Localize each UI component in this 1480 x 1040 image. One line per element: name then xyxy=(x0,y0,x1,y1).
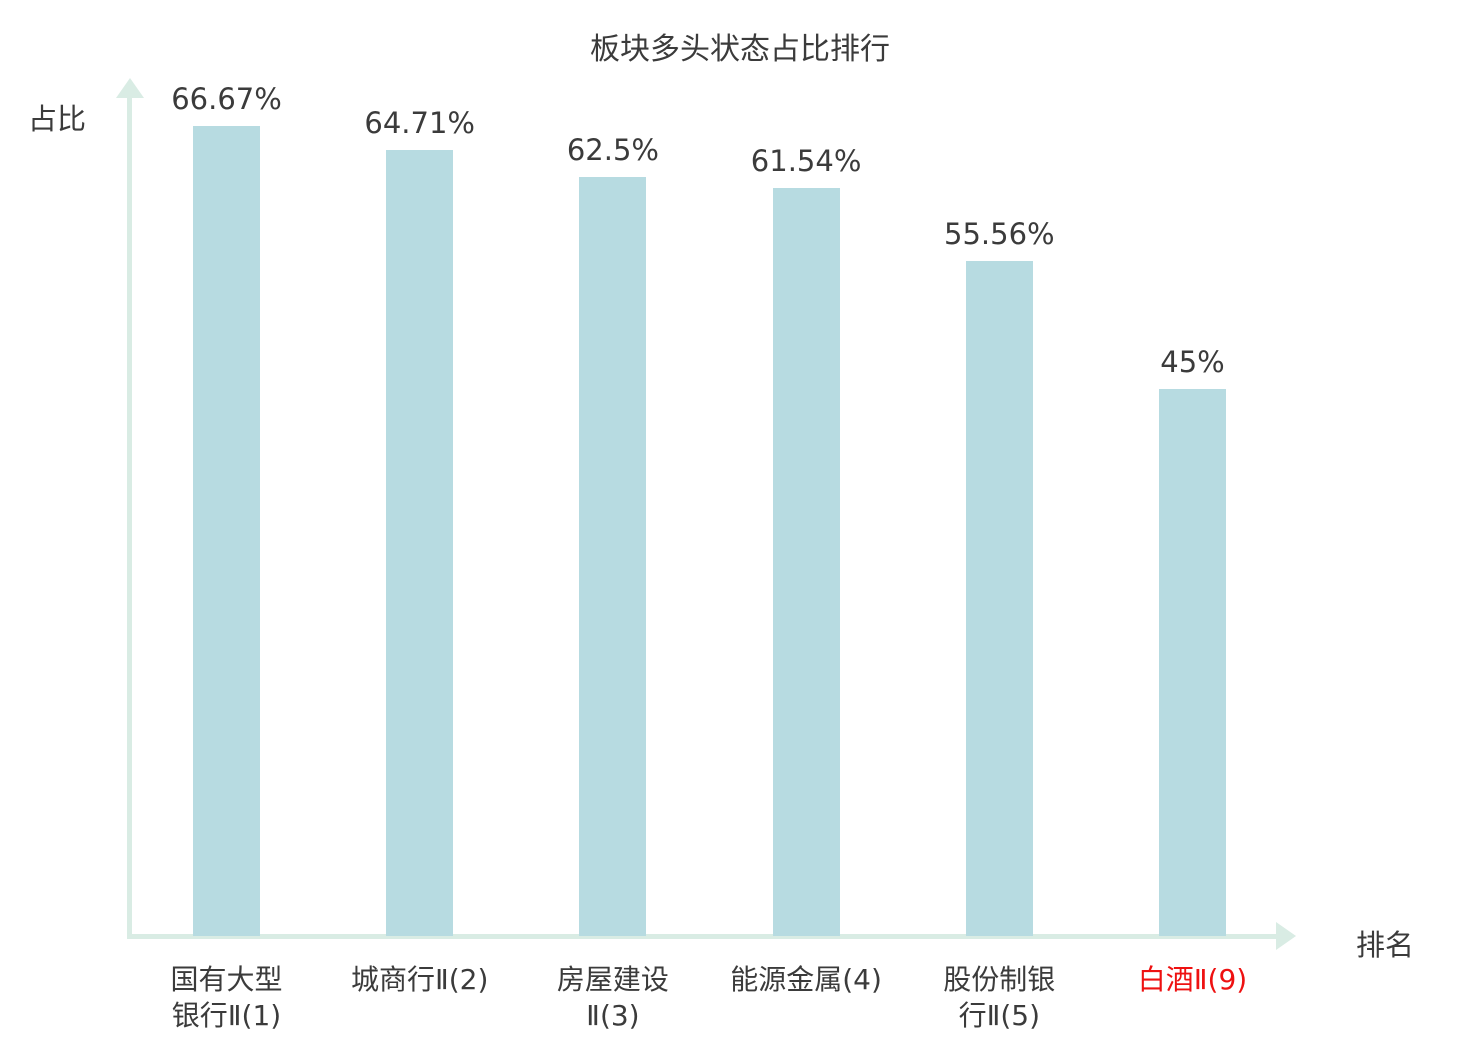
bar-category-label-line: 房屋建设 xyxy=(556,963,669,996)
bar xyxy=(965,261,1033,936)
bar-category-label: 白酒Ⅱ(9) xyxy=(1063,962,1323,998)
chart-title: 板块多头状态占比排行 xyxy=(590,32,890,67)
bar-category-label: 能源金属(4) xyxy=(676,962,936,998)
bar-category-label-line: 白酒Ⅱ(9) xyxy=(1137,963,1248,996)
bar xyxy=(772,188,840,936)
bar-category-label-line: 能源金属(4) xyxy=(730,963,882,996)
x-axis-arrow-icon xyxy=(1276,922,1296,950)
bar-category-label-line: 国有大型 xyxy=(170,963,283,996)
bar-category-label-line: Ⅱ(3) xyxy=(586,999,640,1032)
bar-value-label: 64.71% xyxy=(364,106,475,140)
bar-category-label: 国有大型 银行Ⅱ(1) xyxy=(97,962,357,1034)
x-axis-label: 排名 xyxy=(1356,928,1415,962)
bar-category-label-line: 城商行Ⅱ(2) xyxy=(350,963,489,996)
bar-category-label-line: 股份制银 xyxy=(943,963,1056,996)
bar-value-label: 61.54% xyxy=(750,144,862,178)
bar-category-label: 股份制银 行Ⅱ(5) xyxy=(869,962,1129,1034)
bar xyxy=(579,177,647,936)
bar-value-label: 66.67% xyxy=(171,82,282,116)
bar-category-label: 城商行Ⅱ(2) xyxy=(290,962,550,998)
y-axis-label: 占比 xyxy=(28,102,87,136)
bar-value-label: 62.5% xyxy=(566,133,659,167)
bar xyxy=(193,126,260,936)
bar-value-label: 55.56% xyxy=(944,217,1055,251)
y-axis-line xyxy=(127,94,132,938)
bar-category-label-line: 行Ⅱ(5) xyxy=(958,999,1041,1032)
x-axis-line xyxy=(127,934,1289,939)
bar xyxy=(386,150,454,936)
bar-category-label: 房屋建设 Ⅱ(3) xyxy=(483,962,743,1034)
y-axis-arrow-icon xyxy=(116,78,144,98)
bar-value-label: 45% xyxy=(1160,345,1225,379)
bar xyxy=(1159,389,1226,936)
bar-category-label-line: 银行Ⅱ(1) xyxy=(171,999,282,1032)
